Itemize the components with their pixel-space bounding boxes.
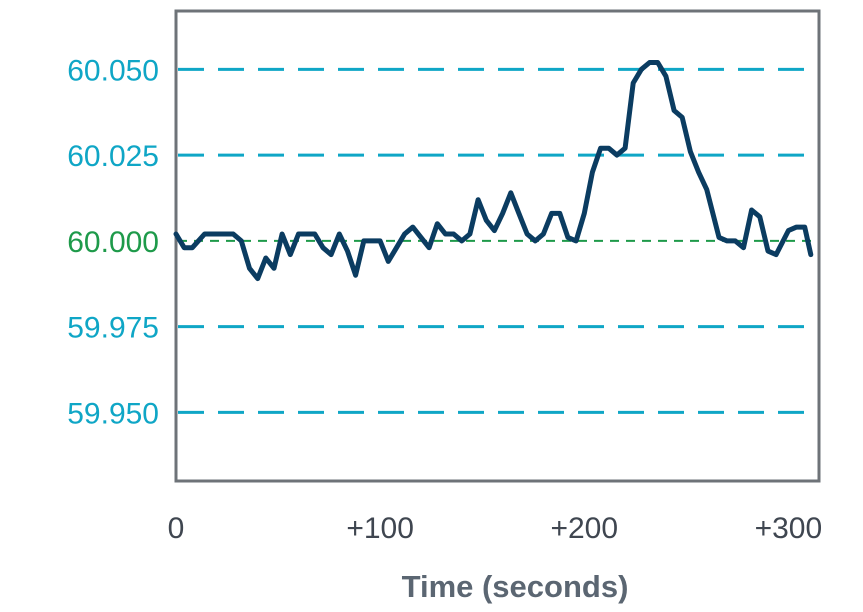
y-axis-ticks: 60.050 60.025 60.000 59.975 59.950: [67, 54, 159, 430]
series-layer: [173, 60, 814, 282]
x-tick-label: +300: [755, 512, 823, 545]
x-axis-label: Time (seconds): [402, 569, 629, 604]
y-tick-label: 59.975: [67, 312, 159, 345]
x-tick-label: +200: [550, 512, 618, 545]
x-tick-label: +100: [346, 512, 414, 545]
y-tick-label: 60.025: [67, 140, 159, 173]
y-tick-label: 60.050: [67, 54, 159, 87]
y-tick-label: 59.950: [67, 397, 159, 430]
x-axis-ticks: 0 +100 +200 +300: [168, 512, 823, 545]
gridlines: [178, 67, 817, 414]
plot-frame: [174, 9, 821, 483]
series-line: [173, 60, 814, 282]
y-tick-label: 60.000: [67, 226, 159, 259]
x-tick-label: 0: [168, 512, 185, 545]
